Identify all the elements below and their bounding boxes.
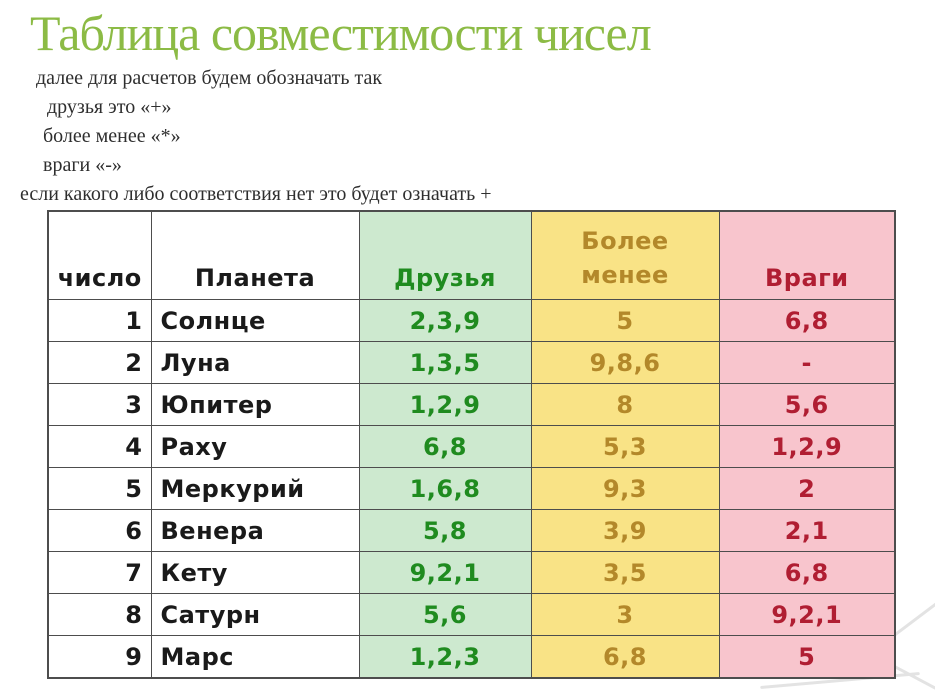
cell-number: 2 (47, 341, 152, 384)
cell-friends: 6,8 (358, 425, 532, 468)
cell-planet: Сатурн (150, 593, 360, 636)
cell-enemies: - (718, 341, 896, 384)
intro-line-notation: далее для расчетов будем обозначать так (36, 67, 383, 89)
cell-enemies: 6,8 (718, 551, 896, 594)
cell-number: 9 (47, 635, 152, 679)
intro-line-default: если какого либо соответствия нет это бу… (20, 183, 492, 205)
cell-planet: Юпитер (150, 383, 360, 426)
compatibility-table: число Планета Друзья Более менее Враги 1… (47, 210, 896, 679)
header-more-less: Более менее (530, 210, 720, 300)
table-row: 9 Марс 1,2,3 6,8 5 (47, 635, 896, 679)
cell-more-less: 3 (530, 593, 720, 636)
table-body: 1 Солнце 2,3,9 5 6,8 2 Луна 1,3,5 9,8,6 … (47, 299, 896, 679)
table-row: 4 Раху 6,8 5,3 1,2,9 (47, 425, 896, 468)
cell-more-less: 5,3 (530, 425, 720, 468)
table-row: 3 Юпитер 1,2,9 8 5,6 (47, 383, 896, 426)
cell-more-less: 3,9 (530, 509, 720, 552)
cell-friends: 9,2,1 (358, 551, 532, 594)
cell-planet: Венера (150, 509, 360, 552)
header-enemies: Враги (718, 210, 896, 300)
table-row: 6 Венера 5,8 3,9 2,1 (47, 509, 896, 552)
cell-more-less: 9,8,6 (530, 341, 720, 384)
intro-line-moreless: более менее «*» (43, 125, 181, 147)
cell-number: 6 (47, 509, 152, 552)
cell-enemies: 2 (718, 467, 896, 510)
intro-line-friends: друзья это «+» (47, 96, 172, 118)
table-row: 1 Солнце 2,3,9 5 6,8 (47, 299, 896, 342)
cell-friends: 1,2,3 (358, 635, 532, 679)
table-row: 7 Кету 9,2,1 3,5 6,8 (47, 551, 896, 594)
cell-number: 7 (47, 551, 152, 594)
header-friends: Друзья (358, 210, 532, 300)
table-row: 8 Сатурн 5,6 3 9,2,1 (47, 593, 896, 636)
table-header: число Планета Друзья Более менее Враги (47, 210, 896, 300)
cell-number: 3 (47, 383, 152, 426)
cell-friends: 5,8 (358, 509, 532, 552)
cell-planet: Меркурий (150, 467, 360, 510)
page-title: Таблица совместимости чисел (30, 5, 652, 61)
cell-enemies: 2,1 (718, 509, 896, 552)
cell-number: 8 (47, 593, 152, 636)
intro-text: далее для расчетов будем обозначать так … (0, 64, 492, 209)
cell-planet: Луна (150, 341, 360, 384)
cell-more-less: 9,3 (530, 467, 720, 510)
header-more-less-line1: Более (581, 227, 669, 255)
cell-number: 4 (47, 425, 152, 468)
intro-line-enemies: враги «-» (43, 154, 122, 176)
cell-number: 5 (47, 467, 152, 510)
cell-more-less: 8 (530, 383, 720, 426)
cell-more-less: 3,5 (530, 551, 720, 594)
cell-planet: Кету (150, 551, 360, 594)
table-row: 5 Меркурий 1,6,8 9,3 2 (47, 467, 896, 510)
header-number: число (47, 210, 152, 300)
cell-friends: 1,2,9 (358, 383, 532, 426)
cell-friends: 1,3,5 (358, 341, 532, 384)
cell-enemies: 1,2,9 (718, 425, 896, 468)
cell-planet: Солнце (150, 299, 360, 342)
cell-enemies: 5 (718, 635, 896, 679)
header-planet: Планета (150, 210, 360, 300)
cell-enemies: 9,2,1 (718, 593, 896, 636)
cell-friends: 1,6,8 (358, 467, 532, 510)
header-row: число Планета Друзья Более менее Враги (47, 210, 896, 300)
cell-friends: 2,3,9 (358, 299, 532, 342)
table-row: 2 Луна 1,3,5 9,8,6 - (47, 341, 896, 384)
cell-planet: Раху (150, 425, 360, 468)
header-more-less-line2: менее (581, 261, 669, 289)
cell-friends: 5,6 (358, 593, 532, 636)
cell-enemies: 5,6 (718, 383, 896, 426)
cell-number: 1 (47, 299, 152, 342)
cell-planet: Марс (150, 635, 360, 679)
cell-enemies: 6,8 (718, 299, 896, 342)
cell-more-less: 5 (530, 299, 720, 342)
cell-more-less: 6,8 (530, 635, 720, 679)
